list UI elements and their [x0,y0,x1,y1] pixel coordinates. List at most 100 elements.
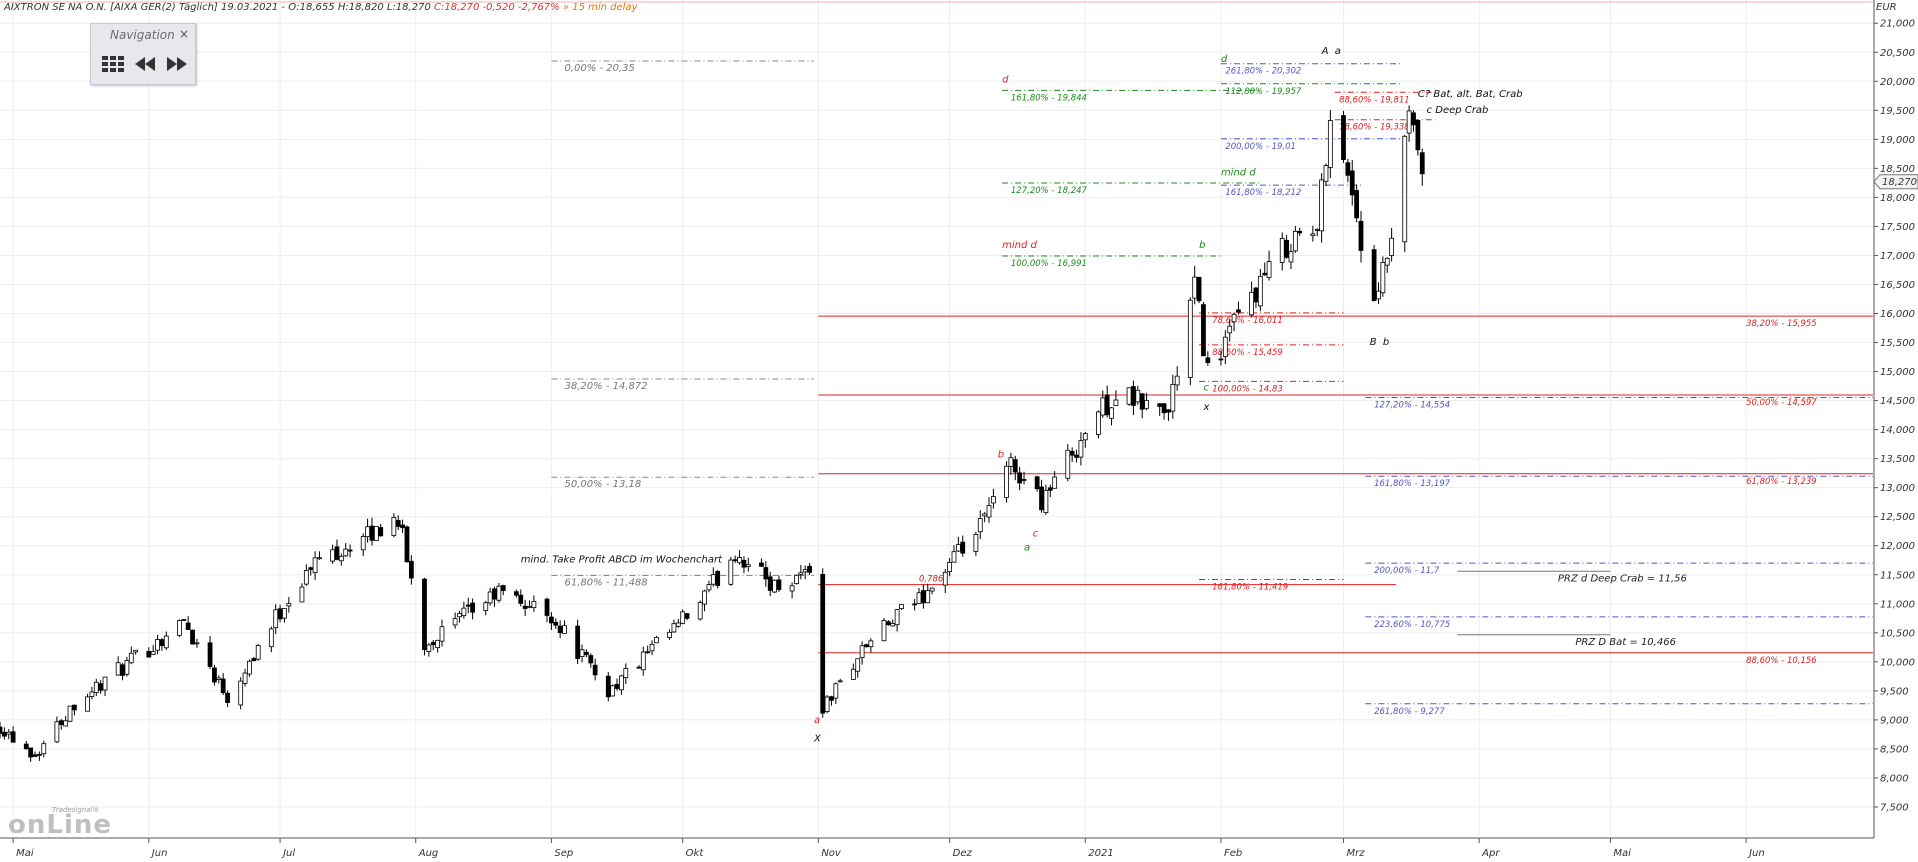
y-tick-label: 16,500 [1880,280,1915,291]
candle-body [1187,299,1193,378]
candle-body [0,726,3,734]
candle-body [461,607,467,617]
candle [299,583,305,603]
candle-body [1227,325,1233,334]
candle-body [41,743,47,755]
pattern-label: b [998,449,1004,460]
candle [373,526,379,541]
candle [912,599,918,611]
candle [1266,250,1272,281]
candle [837,678,843,683]
candle-body [133,649,139,653]
candle-body [1371,249,1377,301]
pattern-label: b [1199,240,1205,251]
candle [899,604,904,610]
candle [645,645,651,654]
candle [247,659,252,677]
candle-body [557,625,563,634]
candle-body [207,642,213,667]
candle [124,656,130,677]
candle-body [373,526,379,541]
candle-body [610,685,616,697]
candle-body [1389,237,1395,256]
candle-body [1249,291,1254,316]
candle-body [334,546,340,560]
candle [334,539,340,561]
candle-body [85,696,90,712]
x-tick-label: Mai [16,848,34,859]
navigation-panel[interactable]: Navigation × [90,23,196,85]
candle-body [1157,403,1163,407]
x-tick-label: Apr [1481,848,1500,859]
candle [1380,256,1386,297]
candle [303,564,309,586]
pattern-label: x [1202,402,1209,413]
candle [789,582,795,599]
fib-level-label: 261,80% - 20,302 [1225,67,1301,77]
candle-body [763,567,769,580]
change-values: C:18,270 -0,520 -2,767% [434,2,560,13]
fast-forward-icon[interactable] [165,54,189,74]
candle-body [1236,309,1241,313]
candle [177,619,182,637]
candle [1017,466,1023,491]
candle [1411,110,1416,132]
candle [531,595,537,612]
candles [0,105,1425,762]
candle-body [549,616,554,624]
fibonacci-levels: 0,00% - 20,35 38,20% - 14,872 50,00% - 13,… [551,60,1873,717]
candle [1415,119,1421,156]
candle [592,658,598,681]
candle-body [32,754,38,757]
candle-body [378,527,384,537]
candle-body [115,662,121,676]
candle [1082,431,1088,448]
candle-body [562,625,567,634]
candle [439,619,445,647]
candle [544,597,550,623]
candle [1078,432,1084,466]
candle [929,587,935,595]
candle [1284,235,1289,259]
y-tick-label: 12,500 [1880,512,1915,523]
candle-body [1043,489,1049,513]
y-tick-label: 11,000 [1880,599,1915,610]
fib-level-label: 0,00% - 20,35 [565,63,635,74]
rewind-icon[interactable] [133,54,157,74]
candle [317,551,322,560]
candle-body [575,625,581,659]
candle [833,682,839,705]
candle [365,518,370,543]
candle-body [605,675,611,698]
candle [115,656,121,676]
candle-body [894,609,900,626]
candle-body [1,731,7,737]
candle-body [496,585,502,601]
candle-body [671,623,677,633]
candle-body [1034,476,1040,490]
candle [584,649,589,658]
candle-body [1065,449,1071,479]
candle-body [277,608,283,620]
fib-level-label: 61,80% - 13,239 [1746,477,1817,487]
candle-body [820,574,826,714]
candle-body [855,658,861,672]
candle-body [452,618,458,626]
candle-body [36,753,42,756]
grid-menu-icon[interactable] [101,54,125,74]
candle [185,616,191,631]
candle [1288,243,1294,270]
close-icon[interactable]: × [178,27,189,41]
candle-body [190,629,195,645]
candle [794,574,799,585]
candle-body [150,651,156,655]
candle-body [531,600,537,609]
candle-body [268,628,274,648]
candle-body [1201,304,1206,357]
candle-body [1021,479,1027,481]
candle [859,641,865,665]
candle [120,662,125,681]
candle [960,535,966,557]
candle [1187,297,1193,386]
